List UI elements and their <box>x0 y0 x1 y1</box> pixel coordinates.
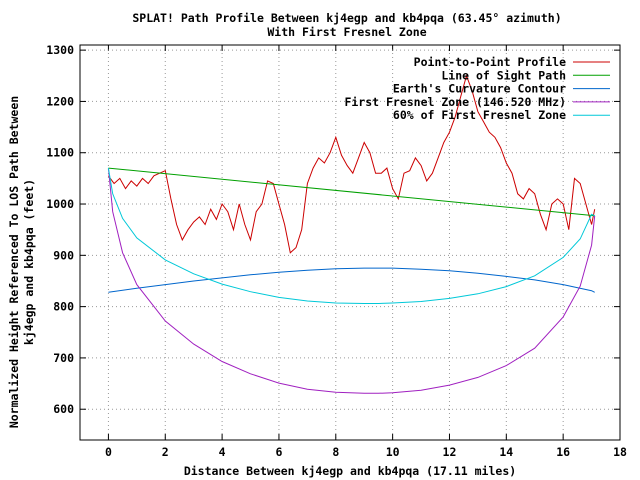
chart-subtitle: With First Fresnel Zone <box>267 25 426 39</box>
y-tick-label: 1300 <box>46 43 74 57</box>
y-tick-label: 600 <box>53 402 74 416</box>
x-tick-label: 12 <box>443 445 457 459</box>
x-tick-label: 14 <box>499 445 513 459</box>
y-tick-label: 900 <box>53 248 74 262</box>
chart-title: SPLAT! Path Profile Between kj4egp and k… <box>132 11 561 25</box>
legend-label-0: Point-to-Point Profile <box>414 55 566 69</box>
y-tick-label: 1000 <box>46 197 74 211</box>
x-tick-label: 4 <box>219 445 226 459</box>
y-tick-label: 1100 <box>46 146 74 160</box>
plot-frame <box>79 44 621 441</box>
y-axis-label-line-2: kj4egp and kb4pqa (feet) <box>22 179 36 345</box>
series-line-1 <box>108 167 595 217</box>
y-tick-label: 1200 <box>46 94 74 108</box>
legend-label-2: Earth's Curvature Contour <box>393 82 566 96</box>
y-tick-labels: 600 700 800 900 1000 1100 1200 1300 <box>46 43 74 416</box>
legend-label-4: 60% of First Fresnel Zone <box>393 108 566 122</box>
series-lines <box>107 74 596 394</box>
x-tick-label: 2 <box>162 445 169 459</box>
y-tick-label: 800 <box>53 300 74 314</box>
x-tick-label: 8 <box>332 445 339 459</box>
y-tick-label: 700 <box>53 351 74 365</box>
y-axis-label-line-1: Normalized Height Referenced To LOS Path… <box>7 96 21 428</box>
grid-lines <box>80 45 621 440</box>
x-tick-label: 0 <box>105 445 112 459</box>
legend-label-3: First Fresnel Zone (146.520 MHz) <box>344 95 566 109</box>
x-tick-label: 18 <box>613 445 627 459</box>
series-line-4 <box>107 168 595 304</box>
x-tick-label: 6 <box>275 445 282 459</box>
x-axis-label: Distance Between kj4egp and kb4pqa (17.1… <box>184 464 516 478</box>
x-tick-label: 10 <box>386 445 400 459</box>
x-tick-label: 16 <box>556 445 570 459</box>
legend-label-1: Line of Sight Path <box>441 68 566 82</box>
x-tick-labels: 0 2 4 6 8 10 12 14 16 18 <box>105 445 627 459</box>
